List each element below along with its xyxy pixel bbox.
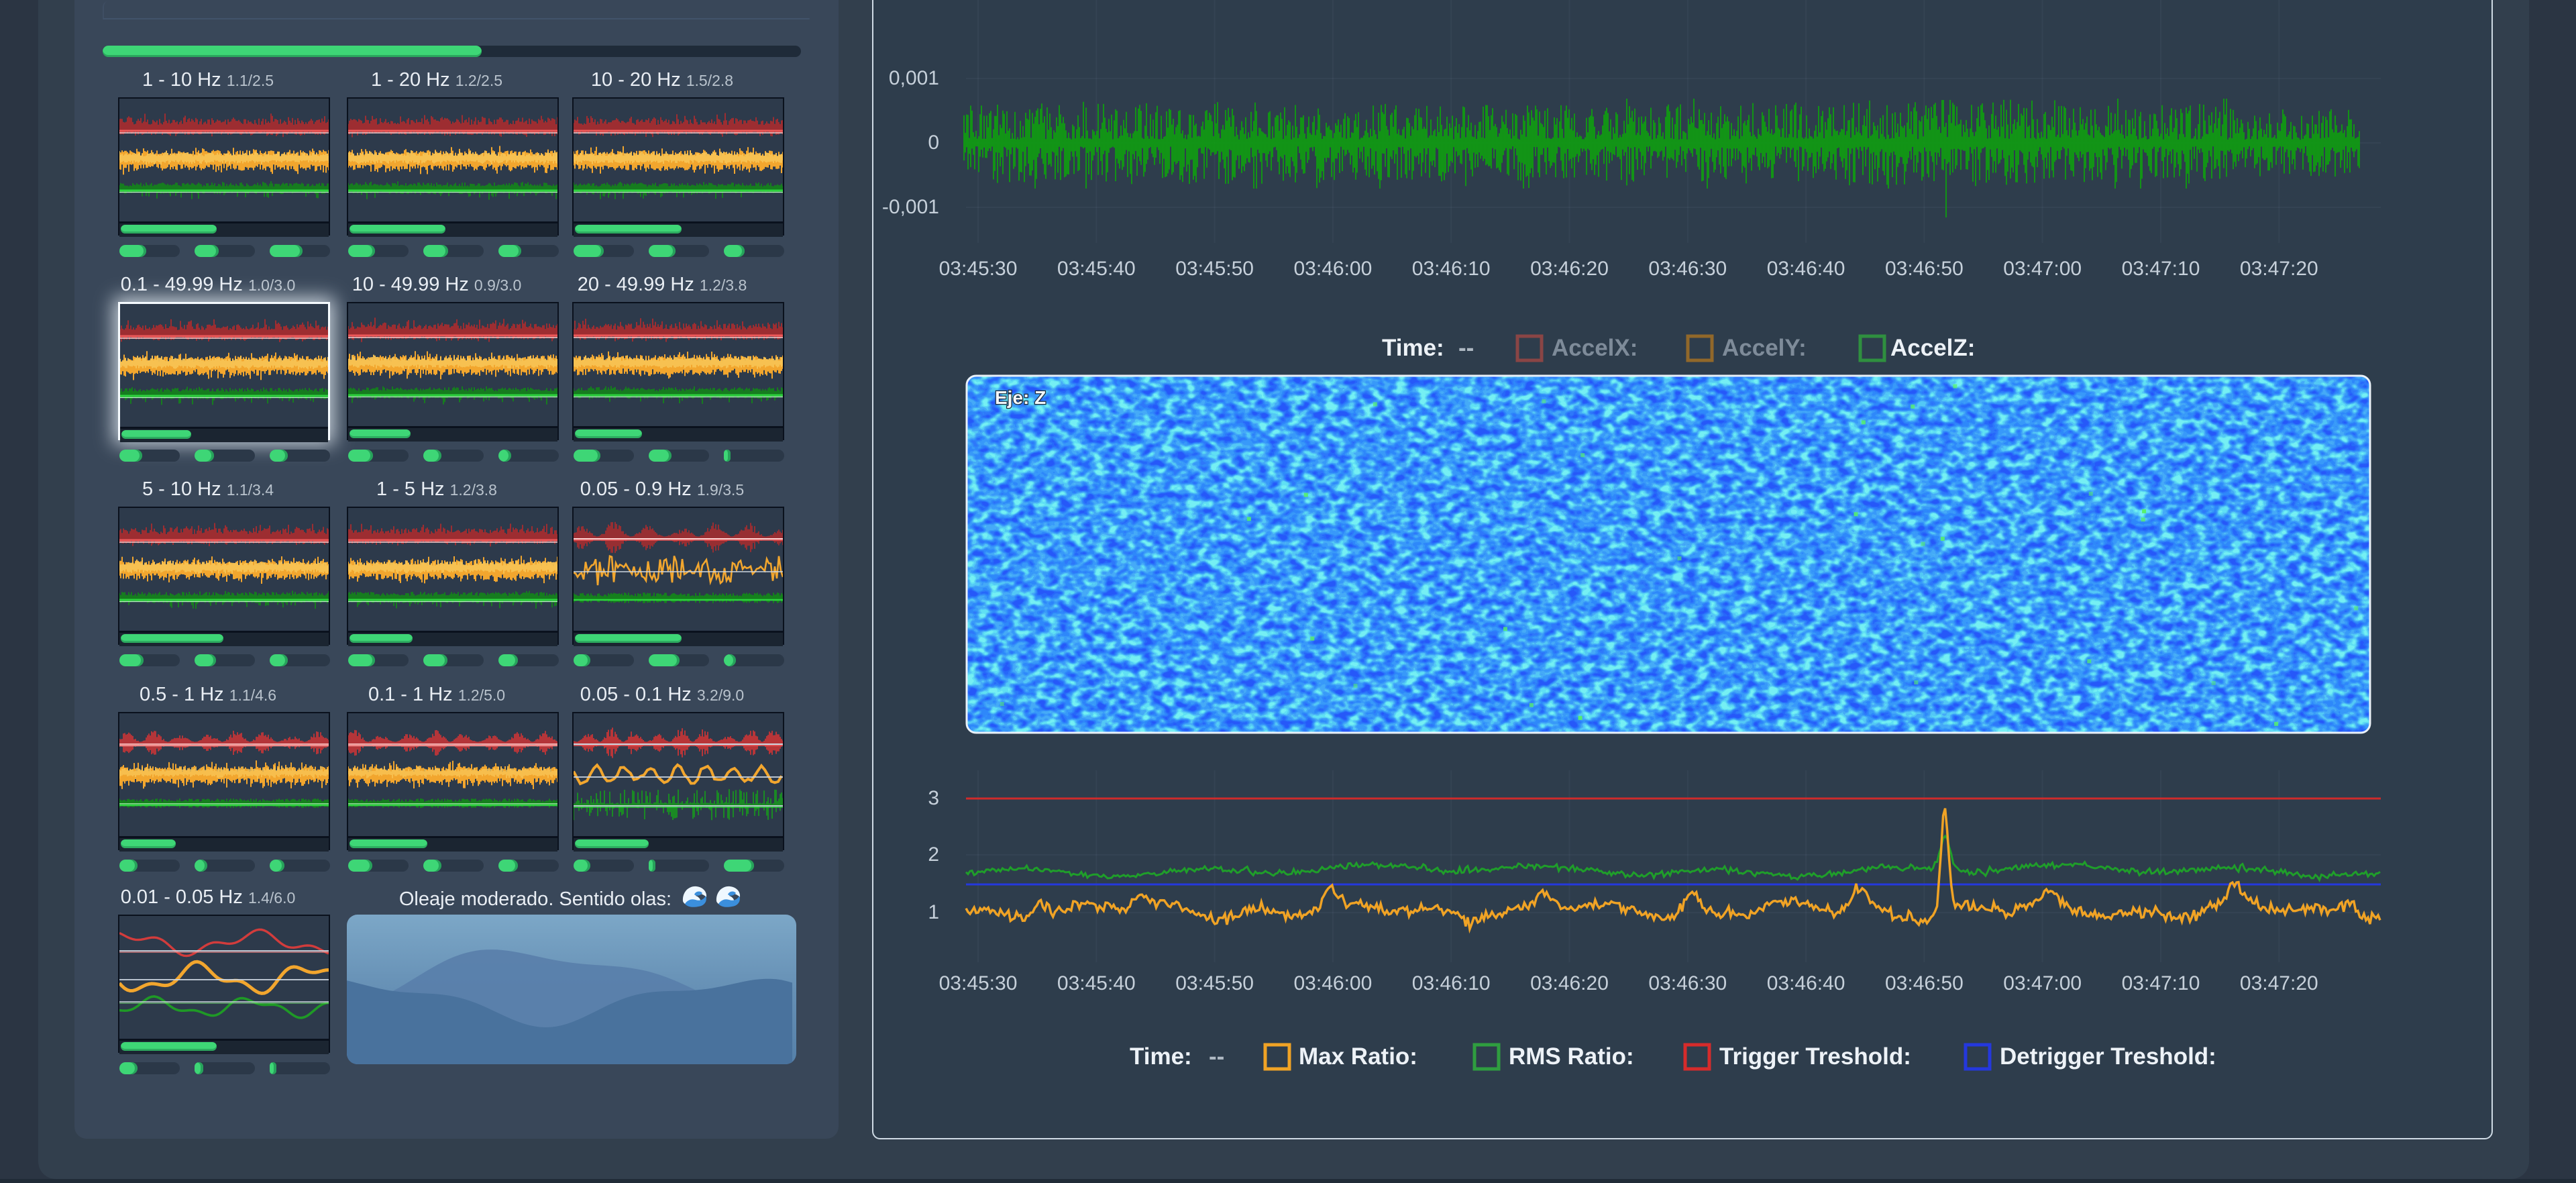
svg-text:Time:: Time:	[1382, 335, 1444, 361]
svg-text:AccelY:: AccelY:	[1722, 335, 1807, 361]
svg-text:03:45:30: 03:45:30	[939, 972, 1018, 994]
svg-text:03:46:30: 03:46:30	[1648, 258, 1727, 280]
svg-text:1: 1	[928, 901, 939, 923]
svg-text:03:45:40: 03:45:40	[1057, 972, 1136, 994]
svg-text:AccelX:: AccelX:	[1552, 335, 1638, 361]
svg-text:Trigger Treshold:: Trigger Treshold:	[1719, 1043, 1911, 1070]
svg-text:0,001: 0,001	[889, 67, 939, 89]
svg-text:03:45:50: 03:45:50	[1175, 972, 1254, 994]
svg-text:Time:: Time:	[1130, 1043, 1192, 1070]
svg-text:03:47:20: 03:47:20	[2240, 972, 2318, 994]
svg-text:RMS Ratio:: RMS Ratio:	[1509, 1043, 1634, 1070]
svg-text:Eje: Z: Eje: Z	[995, 387, 1046, 408]
svg-text:3: 3	[928, 787, 939, 809]
svg-text:Detrigger Treshold:: Detrigger Treshold:	[2000, 1043, 2216, 1070]
svg-text:03:46:40: 03:46:40	[1767, 972, 1845, 994]
svg-text:03:47:10: 03:47:10	[2122, 258, 2200, 280]
svg-text:03:46:00: 03:46:00	[1294, 972, 1373, 994]
svg-text:03:46:50: 03:46:50	[1885, 258, 1964, 280]
svg-text:03:46:10: 03:46:10	[1412, 258, 1491, 280]
svg-text:03:46:20: 03:46:20	[1530, 972, 1609, 994]
svg-text:03:47:00: 03:47:00	[2003, 972, 2082, 994]
svg-text:03:46:30: 03:46:30	[1648, 972, 1727, 994]
svg-text:03:47:00: 03:47:00	[2003, 258, 2082, 280]
svg-text:--: --	[1209, 1043, 1224, 1070]
svg-text:03:46:10: 03:46:10	[1412, 972, 1491, 994]
svg-text:--: --	[1458, 335, 1474, 361]
svg-text:03:45:30: 03:45:30	[939, 258, 1018, 280]
svg-text:03:45:50: 03:45:50	[1175, 258, 1254, 280]
svg-text:03:46:40: 03:46:40	[1767, 258, 1845, 280]
svg-text:Max Ratio:: Max Ratio:	[1299, 1043, 1417, 1070]
svg-text:-0,001: -0,001	[882, 196, 939, 218]
svg-text:03:47:10: 03:47:10	[2122, 972, 2200, 994]
svg-text:03:46:50: 03:46:50	[1885, 972, 1964, 994]
svg-text:0: 0	[928, 132, 939, 154]
svg-text:2: 2	[928, 843, 939, 866]
svg-text:03:45:40: 03:45:40	[1057, 258, 1136, 280]
svg-text:AccelZ:: AccelZ:	[1890, 335, 1975, 361]
svg-text:03:46:20: 03:46:20	[1530, 258, 1609, 280]
svg-text:03:47:20: 03:47:20	[2240, 258, 2318, 280]
svg-text:03:46:00: 03:46:00	[1294, 258, 1373, 280]
